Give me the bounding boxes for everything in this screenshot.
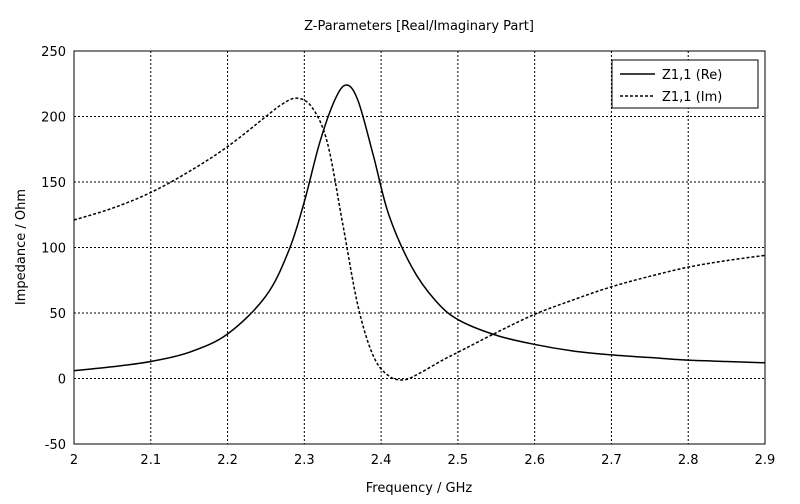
x-tick-label: 2.6	[524, 453, 545, 468]
x-tick-labels: 2 2.1 2.2 2.3 2.4 2.5 2.6 2.7 2.8 2.9	[70, 453, 775, 468]
y-tick-label: 250	[41, 45, 66, 60]
legend-label-z1-1-re: Z1,1 (Re)	[662, 68, 722, 83]
x-tick-label: 2.3	[294, 453, 315, 468]
x-tick-label: 2.8	[678, 453, 699, 468]
series-line-z1-1-re	[73, 84, 766, 372]
x-tick-label: 2.7	[601, 453, 622, 468]
x-tick-label: 2.2	[217, 453, 238, 468]
y-tick-label: -50	[45, 438, 66, 453]
x-tick-label: 2.9	[755, 453, 776, 468]
series-line-z1-1-im	[73, 97, 766, 381]
x-axis-label: Frequency / GHz	[366, 481, 473, 496]
legend-box	[611, 59, 759, 109]
y-tick-label: 200	[41, 111, 66, 126]
y-tick-label: 150	[41, 176, 66, 191]
x-tick-label: 2.5	[448, 453, 469, 468]
y-tick-label: 100	[41, 242, 66, 257]
y-tick-label: 50	[49, 307, 66, 322]
x-tick-label: 2	[70, 453, 78, 468]
data-series	[73, 84, 766, 381]
legend-label-z1-1-im: Z1,1 (Im)	[662, 90, 722, 105]
grid-lines	[74, 51, 765, 444]
chart-title: Z-Parameters [Real/Imaginary Part]	[304, 19, 534, 34]
x-tick-label: 2.1	[140, 453, 161, 468]
x-tick-label: 2.4	[371, 453, 392, 468]
y-axis-label: Impedance / Ohm	[14, 189, 29, 305]
chart-legend: Z1,1 (Re) Z1,1 (Im)	[611, 59, 759, 109]
y-tick-label: 0	[58, 373, 66, 388]
y-tick-labels: -50 0 50 100 150 200 250	[41, 45, 66, 453]
